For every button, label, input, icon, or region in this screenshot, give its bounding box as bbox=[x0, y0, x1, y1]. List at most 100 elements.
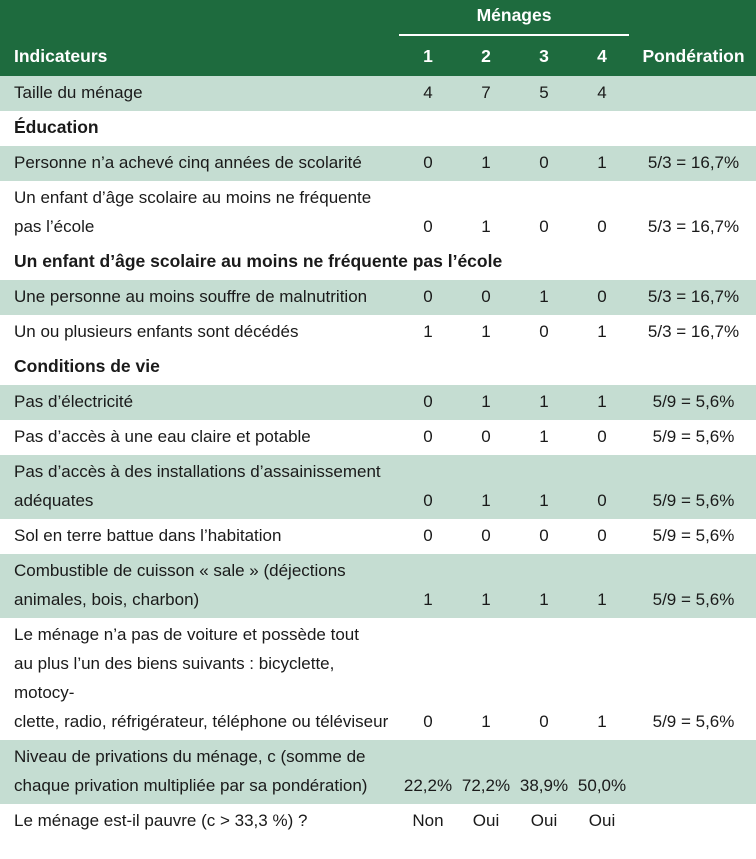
household-value-cell: 0 bbox=[481, 287, 491, 306]
weight-cell: 5/9 = 5,6% bbox=[652, 712, 735, 731]
indicator-row: Pas d’électricité 0 1 1 1 5/9 = 5,6% bbox=[0, 385, 756, 420]
household-value-cell: 1 bbox=[423, 322, 433, 341]
indicator-label-line: Un enfant d’âge scolaire au moins ne fré… bbox=[14, 188, 372, 207]
household-value-cell: 0 bbox=[597, 427, 607, 446]
household-value-cell: 1 bbox=[597, 392, 607, 411]
weight-cell bbox=[631, 804, 756, 839]
indicator-label: Le ménage n’a pas de voiture et possède … bbox=[0, 618, 399, 740]
section-title: Un enfant d’âge scolaire au moins ne fré… bbox=[14, 251, 503, 271]
section-title: Conditions de vie bbox=[14, 356, 160, 376]
household-value-cell: 0 bbox=[481, 427, 491, 446]
household-value-cell: 4 bbox=[597, 83, 607, 102]
header-spacer-right bbox=[631, 0, 756, 36]
household-value-cell: 0 bbox=[539, 217, 549, 236]
indicator-row: Le ménage est-il pauvre (c > 33,3 %) ? No… bbox=[0, 804, 756, 839]
indicators-column-header: Indicateurs bbox=[14, 45, 108, 66]
households-group-label: Ménages bbox=[399, 1, 630, 36]
household-value-cell: 1 bbox=[539, 392, 549, 411]
household-value-cell: 4 bbox=[423, 83, 433, 102]
indicator-label: Personne n’a achevé cinq années de scola… bbox=[14, 153, 362, 172]
household-value-cell: 0 bbox=[481, 526, 491, 545]
indicator-label: Pas d’accès à une eau claire et potable bbox=[14, 427, 311, 446]
weight-cell: 5/9 = 5,6% bbox=[652, 590, 735, 609]
weight-cell: 5/9 = 5,6% bbox=[652, 526, 735, 545]
household-value-cell: 1 bbox=[597, 153, 607, 172]
household-value-cell: 0 bbox=[423, 392, 433, 411]
indicator-label-line: chaque privation multipliée par sa pondé… bbox=[14, 776, 368, 795]
indicator-row: Personne n’a achevé cinq années de scola… bbox=[0, 146, 756, 181]
household-column-header: 1 bbox=[423, 45, 433, 66]
household-value-cell: 1 bbox=[539, 427, 549, 446]
weight-cell bbox=[631, 76, 756, 111]
household-value-cell: 0 bbox=[539, 712, 549, 731]
indicator-label-line: adéquates bbox=[14, 491, 94, 510]
indicator-label: Niveau de privations du ménage, c (somme… bbox=[0, 740, 399, 804]
indicator-label-line: Niveau de privations du ménage, c (somme… bbox=[14, 747, 366, 766]
indicator-label-line: Combustible de cuisson « sale » (déjecti… bbox=[14, 561, 346, 580]
indicator-label: Pas d’accès à des installations d’assain… bbox=[0, 455, 399, 519]
household-value-cell: 1 bbox=[481, 153, 491, 172]
weight-cell: 5/3 = 16,7% bbox=[647, 217, 740, 236]
indicators-table: Ménages Indicateurs 1 2 3 4 Pondération … bbox=[0, 0, 756, 839]
weight-column-header: Pondération bbox=[642, 45, 745, 66]
household-value-cell: 1 bbox=[481, 392, 491, 411]
indicator-row: Taille du ménage 4 7 5 4 bbox=[0, 76, 756, 111]
indicator-row: Pas d’accès à une eau claire et potable 0… bbox=[0, 420, 756, 455]
indicator-label-line: Pas d’accès à des installations d’assain… bbox=[14, 462, 381, 481]
household-value-cell: 0 bbox=[597, 491, 607, 510]
household-value-cell: 1 bbox=[597, 322, 607, 341]
indicator-label-line: Le ménage n’a pas de voiture et possède … bbox=[14, 625, 359, 644]
household-value-cell: 1 bbox=[539, 287, 549, 306]
indicator-label: Un ou plusieurs enfants sont décédés bbox=[14, 322, 299, 341]
weight-cell bbox=[631, 740, 756, 804]
household-value-cell: 0 bbox=[539, 526, 549, 545]
household-value-cell: Oui bbox=[472, 811, 500, 830]
household-value-cell: 0 bbox=[423, 217, 433, 236]
household-value-cell: 0 bbox=[597, 217, 607, 236]
household-value-cell: 0 bbox=[423, 153, 433, 172]
indicator-label: Taille du ménage bbox=[14, 83, 143, 102]
household-value-cell: 0 bbox=[423, 427, 433, 446]
household-value-cell: 1 bbox=[539, 590, 549, 609]
indicator-label: Un enfant d’âge scolaire au moins ne fré… bbox=[0, 181, 399, 245]
section-header-row: Un enfant d’âge scolaire au moins ne fré… bbox=[0, 245, 756, 280]
weight-cell: 5/9 = 5,6% bbox=[652, 427, 735, 446]
header-row-group: Ménages bbox=[0, 0, 756, 36]
household-value-cell: 1 bbox=[597, 590, 607, 609]
indicator-row: Niveau de privations du ménage, c (somme… bbox=[0, 740, 756, 804]
household-value-cell: 1 bbox=[481, 491, 491, 510]
household-column-header: 2 bbox=[481, 45, 491, 66]
household-column-header: 4 bbox=[597, 45, 607, 66]
household-value-cell: 1 bbox=[481, 322, 491, 341]
header-spacer bbox=[0, 0, 399, 36]
households-group-header: Ménages bbox=[399, 0, 631, 36]
weight-cell: 5/3 = 16,7% bbox=[647, 322, 740, 341]
household-value-cell: Oui bbox=[530, 811, 558, 830]
household-value-cell: 0 bbox=[423, 526, 433, 545]
indicator-label: Pas d’électricité bbox=[14, 392, 134, 411]
household-value-cell: 0 bbox=[423, 491, 433, 510]
indicator-row: Un enfant d’âge scolaire au moins ne fré… bbox=[0, 181, 756, 245]
indicator-label-line: animales, bois, charbon) bbox=[14, 590, 200, 609]
header-row: Indicateurs 1 2 3 4 Pondération bbox=[0, 36, 756, 76]
weight-cell: 5/3 = 16,7% bbox=[647, 287, 740, 306]
household-value-cell: 1 bbox=[539, 491, 549, 510]
indicator-row: Un ou plusieurs enfants sont décédés 1 1 0 1… bbox=[0, 315, 756, 350]
indicator-label-line: pas l’école bbox=[14, 217, 95, 236]
indicator-row: Le ménage n’a pas de voiture et possède … bbox=[0, 618, 756, 740]
weight-cell: 5/9 = 5,6% bbox=[652, 392, 735, 411]
household-value-cell: 0 bbox=[597, 287, 607, 306]
household-value-cell: 0 bbox=[423, 287, 433, 306]
indicator-label-line: au plus l’un des biens suivants : bicycl… bbox=[14, 654, 335, 702]
household-value-cell: 38,9% bbox=[519, 776, 569, 795]
indicator-row: Sol en terre battue dans l’habitation 0 0 0… bbox=[0, 519, 756, 554]
household-value-cell: 1 bbox=[481, 217, 491, 236]
weight-cell: 5/3 = 16,7% bbox=[647, 153, 740, 172]
indicator-label: Sol en terre battue dans l’habitation bbox=[14, 526, 282, 545]
indicator-row: Pas d’accès à des installations d’assain… bbox=[0, 455, 756, 519]
indicator-label-line: clette, radio, réfrigérateur, téléphone … bbox=[14, 712, 389, 731]
household-value-cell: 1 bbox=[597, 712, 607, 731]
household-value-cell: 50,0% bbox=[577, 776, 627, 795]
indicator-label: Le ménage est-il pauvre (c > 33,3 %) ? bbox=[14, 811, 308, 830]
household-value-cell: 72,2% bbox=[461, 776, 511, 795]
